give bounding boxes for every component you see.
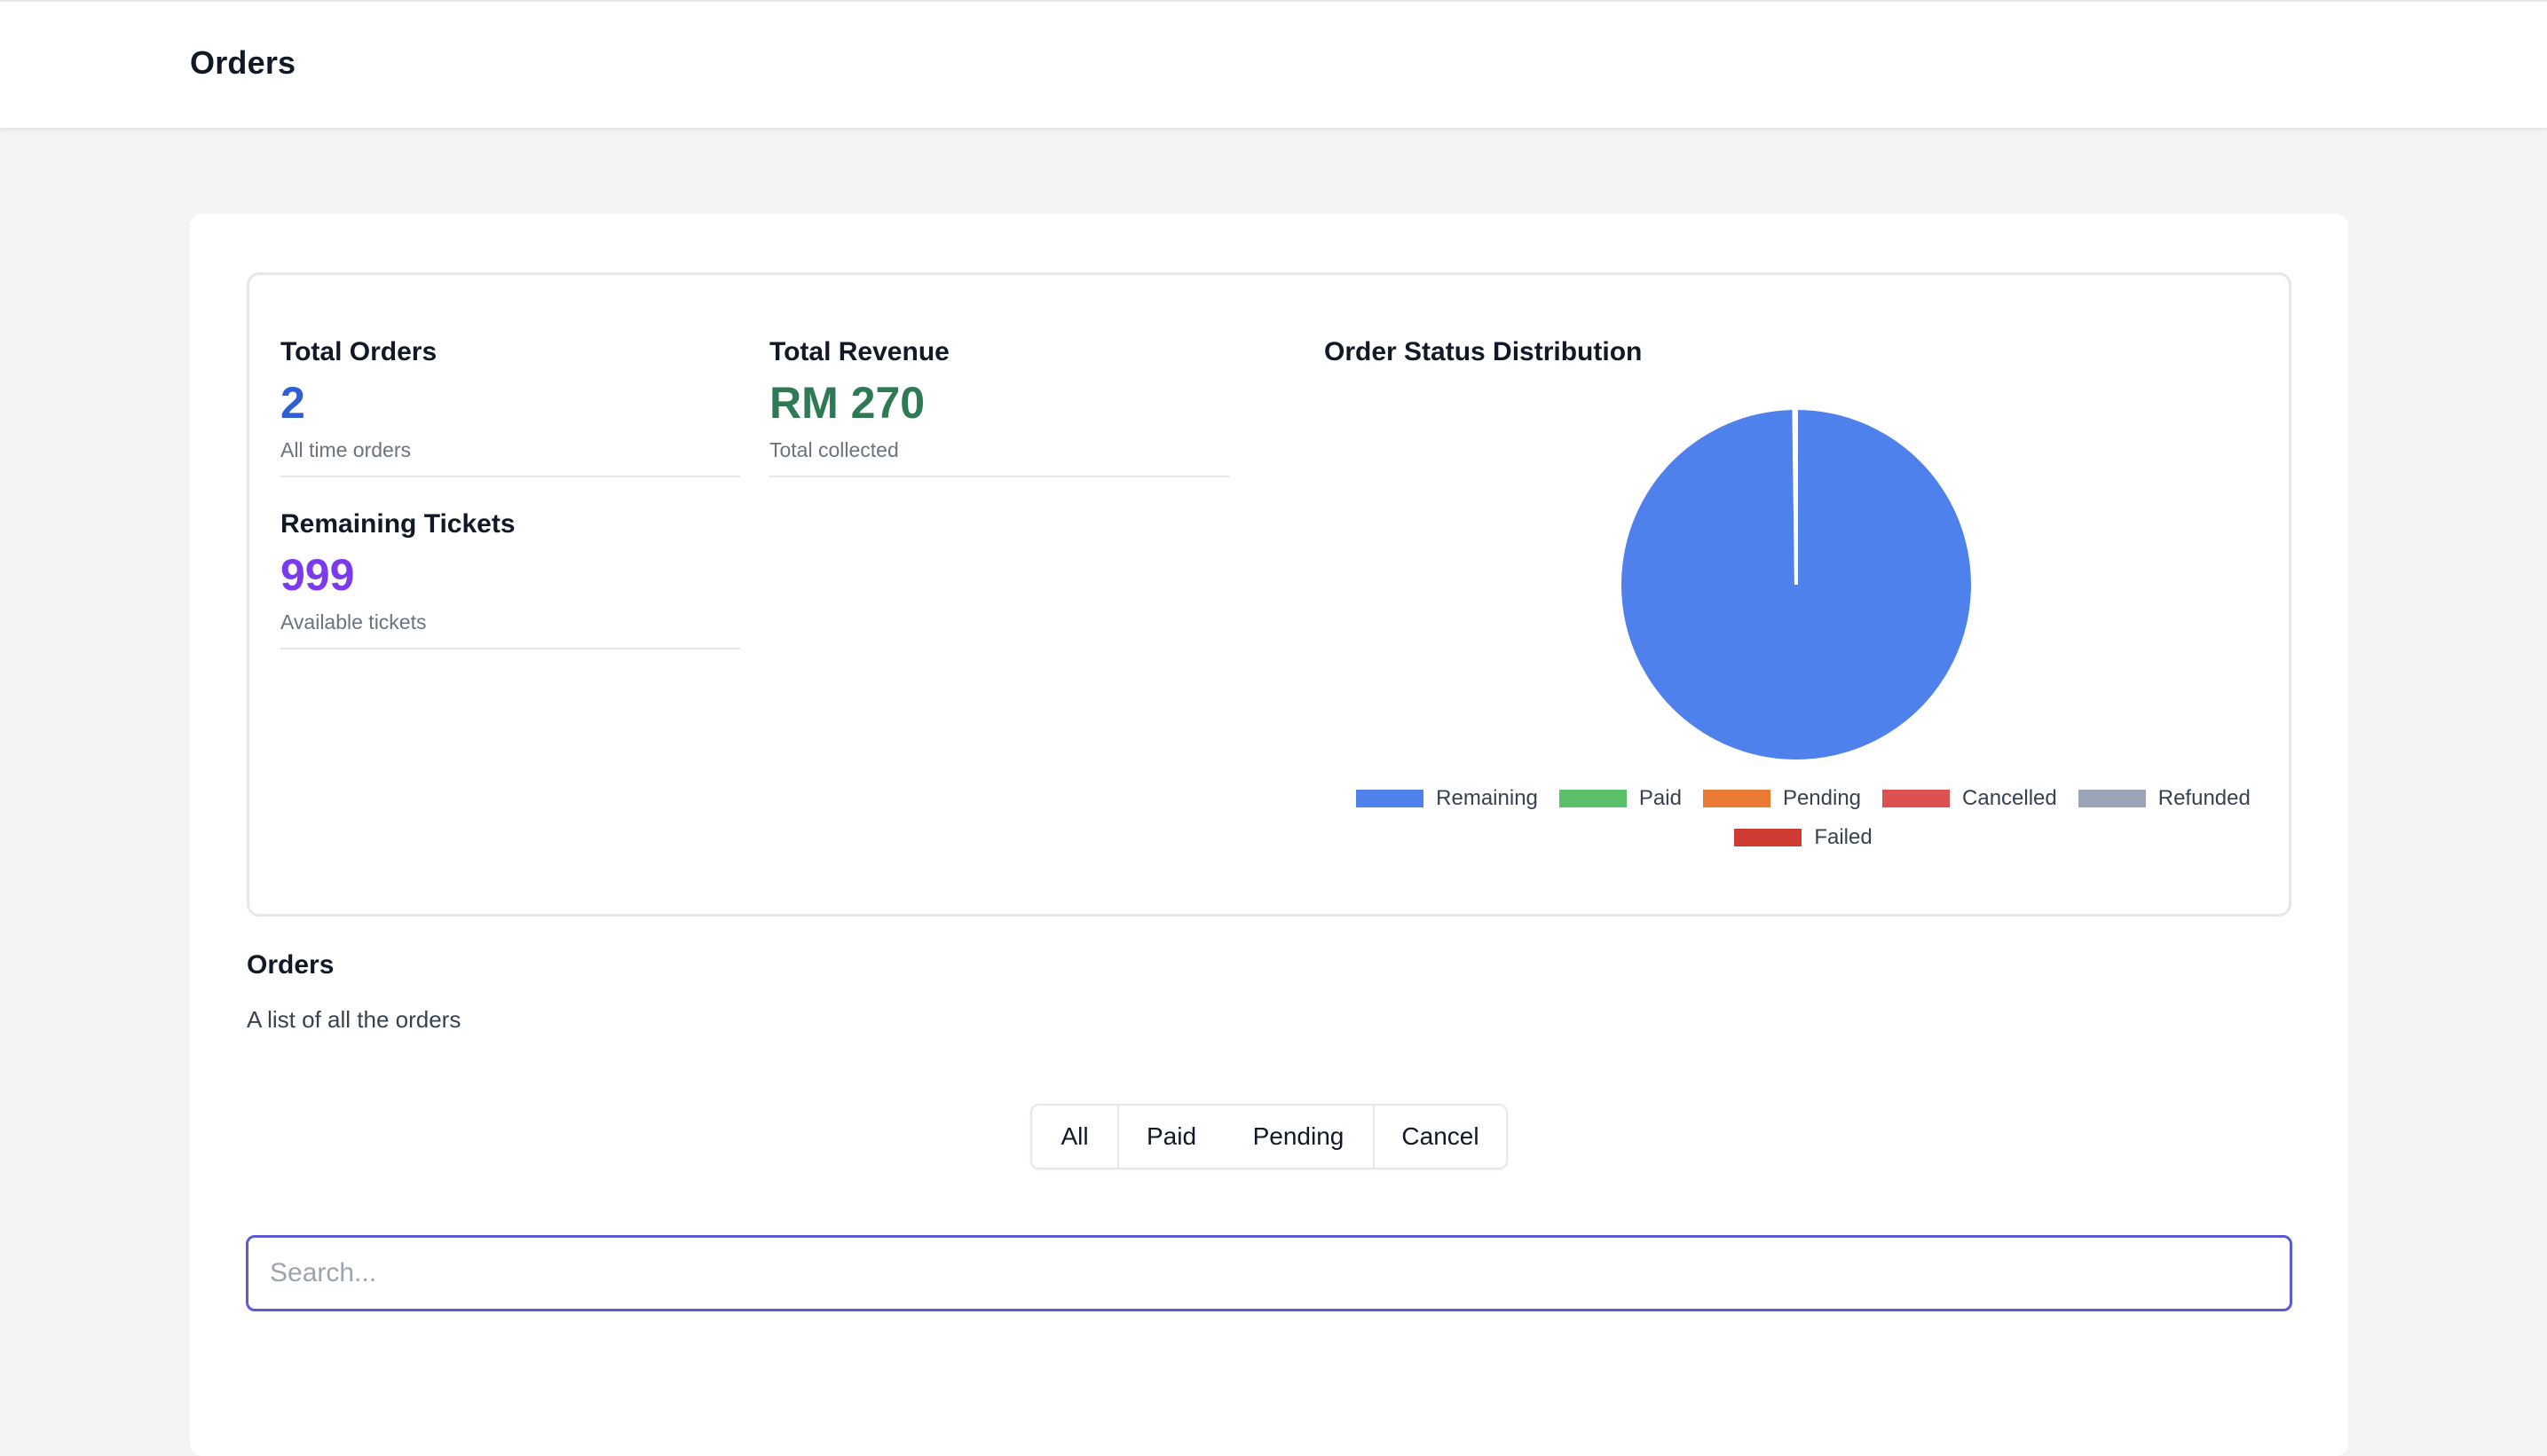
stat-label: Total Orders — [280, 337, 438, 366]
stat-subtext: Total collected — [769, 438, 899, 461]
filter-pending-button[interactable]: Pending — [1224, 1106, 1373, 1168]
stat-remaining-tickets: Remaining Tickets 999 Available tickets — [280, 509, 740, 649]
stat-value: 2 — [280, 378, 305, 428]
stat-value: RM 270 — [769, 378, 926, 428]
stat-total-revenue: Total Revenue RM 270 Total collected — [769, 337, 1229, 477]
stat-label: Remaining Tickets — [280, 509, 516, 539]
stat-subtext: Available tickets — [280, 610, 427, 634]
stats-panel: Total Orders 2 All time orders Total Rev… — [247, 272, 2291, 917]
legend-item-refunded[interactable]: Refunded — [2078, 786, 2251, 811]
legend-item-failed[interactable]: Failed — [1734, 825, 1873, 850]
status-pie-chart — [1618, 405, 1975, 763]
legend-item-remaining[interactable]: Remaining — [1356, 786, 1538, 811]
legend-item-pending[interactable]: Pending — [1702, 786, 1862, 811]
status-filter-group: All Paid Pending Cancel — [1030, 1104, 1508, 1169]
legend-item-cancelled[interactable]: Cancelled — [1882, 786, 2057, 811]
stat-label: Total Revenue — [769, 337, 950, 366]
legend-swatch — [1734, 829, 1802, 846]
stat-subtext: All time orders — [280, 438, 411, 461]
legend-swatch — [1356, 790, 1424, 807]
stat-value: 999 — [280, 550, 355, 600]
legend-label: Failed — [1814, 825, 1873, 849]
orders-description: A list of all the orders — [247, 1006, 461, 1033]
pie-svg — [1618, 405, 1975, 763]
legend-swatch — [1558, 790, 1627, 807]
stat-total-orders: Total Orders 2 All time orders — [280, 337, 740, 477]
pie-slice-paid[interactable] — [1792, 405, 1798, 586]
legend-label: Paid — [1638, 786, 1682, 810]
legend-item-paid[interactable]: Paid — [1558, 786, 1682, 811]
filter-cancel-button[interactable]: Cancel — [1373, 1106, 1506, 1168]
page-title: Orders — [190, 44, 296, 81]
filter-all-button[interactable]: All — [1032, 1106, 1117, 1168]
main-card: Total Orders 2 All time orders Total Rev… — [190, 214, 2348, 1456]
legend-label: Refunded — [2157, 786, 2251, 810]
orders-heading: Orders — [247, 950, 335, 980]
chart-title: Order Status Distribution — [1324, 337, 1643, 366]
legend-swatch — [1702, 790, 1770, 807]
legend-swatch — [1882, 790, 1951, 807]
legend-row: Failed — [1324, 818, 2283, 857]
filter-paid-button[interactable]: Paid — [1117, 1106, 1224, 1168]
legend-row: Remaining Paid Pending Cancelled Refunded — [1324, 779, 2283, 818]
legend-label: Cancelled — [1962, 786, 2057, 810]
search-input[interactable] — [246, 1235, 2292, 1311]
top-bar: Orders — [0, 0, 2547, 130]
legend-label: Remaining — [1436, 786, 1538, 810]
chart-legend: Remaining Paid Pending Cancelled Refunded Fai… — [1324, 779, 2283, 857]
legend-label: Pending — [1782, 786, 1862, 810]
legend-swatch — [2078, 790, 2146, 807]
